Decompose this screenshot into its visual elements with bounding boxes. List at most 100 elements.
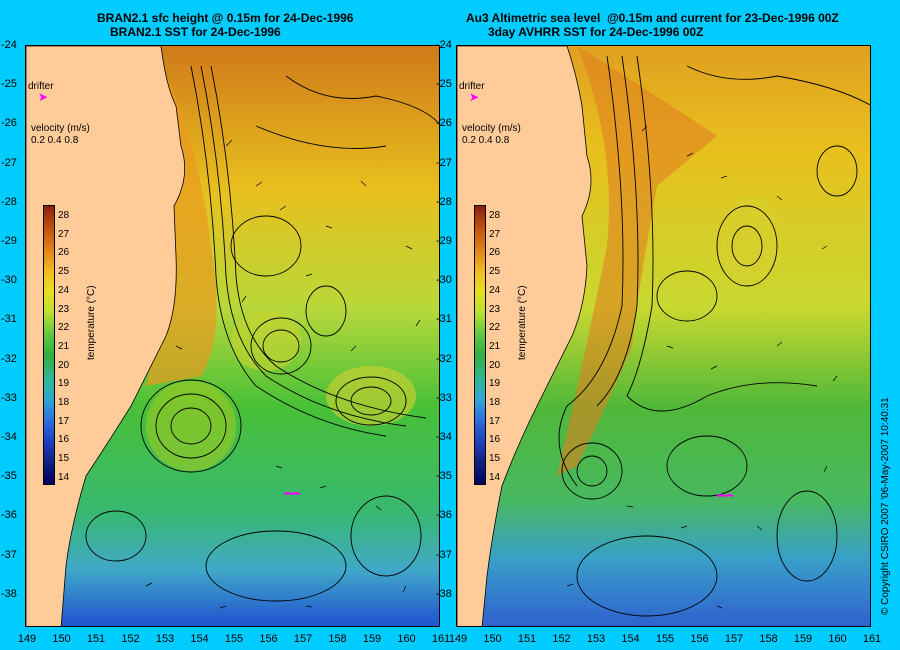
colorbar-tick-right-9: 19 (489, 378, 501, 390)
land-right (457, 46, 592, 626)
lon-label-right-11: 160 (828, 633, 847, 645)
colorbar-tick-right-13: 15 (489, 453, 501, 465)
lat-label-left-4: -28 (1, 195, 17, 208)
lon-label-left-7: 156 (259, 633, 278, 645)
lon-label-right-5: 154 (621, 633, 640, 645)
colorbar-tick-left-11: 17 (58, 415, 70, 427)
lon-label-left-10: 159 (362, 633, 382, 645)
lon-label-right-12: 161 (862, 633, 882, 645)
colorbar-tick-right-6: 22 (489, 322, 501, 334)
lat-label-left-12: -36 (1, 509, 17, 522)
colorbar-tick-left-1: 27 (58, 228, 70, 240)
velocity-legend-title-right: velocity (m/s) (462, 123, 521, 134)
right-map-panel (456, 45, 871, 627)
colorbar-tick-right-3: 25 (489, 266, 501, 278)
lat-label-right-7: -31 (436, 313, 452, 326)
lon-label-left-12: 161 (431, 633, 451, 645)
lat-label-left-14: -38 (1, 587, 17, 600)
colorbar-tick-right-14: 14 (489, 471, 501, 483)
drifter-track-left (283, 491, 301, 496)
lon-label-right-1: 150 (483, 633, 502, 645)
left-title-line1: BRAN2.1 sfc height @ 0.15m for 24-Dec-19… (97, 11, 354, 25)
colorbar-tick-right-11: 17 (489, 415, 501, 427)
colorbar-label-right: temperature (°C) (517, 285, 528, 360)
drifter-marker-right: ➤ (469, 90, 480, 104)
lon-label-left-8: 157 (293, 633, 313, 645)
lat-label-left-5: -29 (1, 235, 17, 247)
colorbar-tick-right-8: 20 (489, 359, 501, 371)
drifter-marker-left: ➤ (38, 90, 49, 104)
colorbar-tick-right-0: 28 (489, 210, 501, 221)
velocity-legend-scale-right: 0.2 0.4 0.8 (462, 135, 510, 146)
lon-label-left-11: 160 (397, 633, 416, 645)
lat-label-right-2: -26 (436, 117, 452, 130)
lon-label-right-2: 151 (517, 633, 537, 645)
lon-label-left-5: 154 (190, 633, 209, 645)
colorbar-tick-left-9: 19 (58, 378, 70, 390)
lat-label-left-7: -31 (1, 313, 17, 326)
colorbar-tick-right-4: 24 (489, 284, 501, 296)
lat-label-right-1: -25 (436, 78, 452, 91)
lat-label-left-13: -37 (1, 548, 17, 561)
lat-label-right-0: -24 (436, 39, 452, 51)
colorbar-label-left: temperature (°C) (86, 285, 97, 360)
drifter-track-right (716, 493, 734, 498)
colorbar-tick-left-12: 16 (58, 434, 70, 446)
right-title-line1: Au3 Altimetric sea level @0.15m and curr… (466, 11, 839, 25)
lat-label-right-3: -27 (436, 156, 452, 169)
colorbar-tick-right-7: 21 (489, 340, 501, 352)
lat-label-right-6: -30 (436, 274, 452, 287)
lon-label-right-3: 152 (552, 633, 571, 645)
lat-label-left-8: -32 (1, 352, 17, 365)
lon-label-right-9: 158 (759, 633, 778, 645)
lon-label-right-6: 155 (655, 633, 675, 645)
colorbar-tick-left-7: 21 (58, 340, 70, 352)
lon-label-right-0: 149 (448, 633, 468, 645)
drifter-legend-left: drifter (28, 81, 54, 92)
lon-label-left-4: 153 (155, 633, 175, 645)
copyright-text: © Copyright CSIRO 2007 '06-May-2007 10:4… (880, 397, 891, 615)
colorbar-tick-right-5: 23 (489, 303, 501, 315)
lon-label-left-6: 155 (224, 633, 244, 645)
lon-label-left-9: 158 (328, 633, 347, 645)
lon-label-right-10: 159 (793, 633, 813, 645)
colorbar-tick-right-2: 26 (489, 247, 501, 259)
lat-label-right-8: -32 (436, 352, 452, 365)
lat-label-left-6: -30 (1, 274, 17, 287)
colorbar-tick-left-13: 15 (58, 453, 70, 465)
lat-label-left-11: -35 (1, 470, 17, 483)
left-title-line2: BRAN2.1 SST for 24-Dec-1996 (110, 25, 281, 39)
lat-label-right-13: -37 (436, 548, 452, 561)
colorbar-tick-left-5: 23 (58, 303, 70, 315)
lat-label-left-3: -27 (1, 156, 17, 169)
colorbar-left (43, 205, 55, 485)
lat-label-left-1: -25 (1, 78, 17, 91)
colorbar-tick-left-4: 24 (58, 284, 70, 296)
lat-label-left-10: -34 (1, 431, 17, 443)
colorbar-tick-left-2: 26 (58, 247, 70, 259)
lat-label-right-12: -36 (436, 509, 452, 522)
colorbar-tick-right-10: 18 (489, 397, 501, 408)
colorbar-right (474, 205, 486, 485)
lat-label-right-14: -38 (436, 587, 452, 600)
lon-label-left-3: 152 (121, 633, 140, 645)
colorbar-tick-left-6: 22 (58, 322, 70, 334)
lon-label-right-8: 157 (724, 633, 744, 645)
lat-label-left-9: -33 (1, 391, 17, 404)
colorbar-tick-left-0: 28 (58, 210, 70, 221)
velocity-legend-scale-left: 0.2 0.4 0.8 (31, 135, 79, 146)
velocity-legend-title-left: velocity (m/s) (31, 123, 90, 134)
lon-label-left-1: 150 (52, 633, 71, 645)
colorbar-tick-left-3: 25 (58, 266, 70, 278)
colorbar-tick-right-12: 16 (489, 434, 501, 446)
drifter-legend-right: drifter (459, 81, 485, 92)
colorbar-tick-left-14: 14 (58, 471, 70, 483)
land-left (26, 46, 186, 626)
colorbar-tick-left-10: 18 (58, 397, 70, 408)
lon-label-right-4: 153 (586, 633, 606, 645)
left-map-panel (25, 45, 440, 627)
colorbar-tick-right-1: 27 (489, 228, 501, 240)
lat-label-left-2: -26 (1, 117, 17, 130)
lon-label-left-0: 149 (17, 633, 37, 645)
lat-label-right-11: -35 (436, 470, 452, 483)
